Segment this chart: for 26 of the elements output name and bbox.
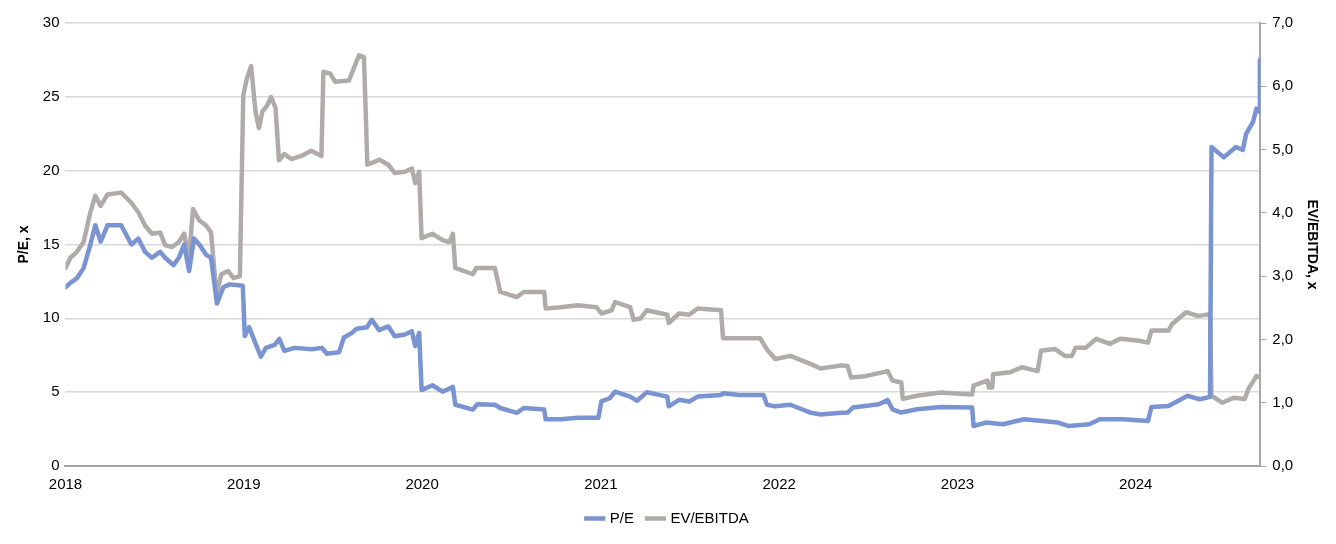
y2-tick-label: 6,0 xyxy=(1272,76,1294,94)
x-tick-label: 2021 xyxy=(584,475,618,493)
legend-label: EV/EBITDA xyxy=(670,508,749,526)
y2-tick-label: 7,0 xyxy=(1272,13,1294,31)
x-tick-label: 2024 xyxy=(1119,475,1153,493)
y2-tick-label: 3,0 xyxy=(1272,266,1294,284)
y2-axis-title: EV/EBITDA, x xyxy=(1304,199,1321,290)
y2-tick-label: 0,0 xyxy=(1272,456,1294,474)
y2-tick-label: 1,0 xyxy=(1272,392,1294,410)
y-tick-label: 0 xyxy=(51,456,60,474)
y-tick-label: 15 xyxy=(42,234,60,252)
legend-label: P/E xyxy=(609,508,634,526)
y2-tick-label: 5,0 xyxy=(1272,139,1294,157)
y-tick-label: 20 xyxy=(42,160,60,178)
y-axis-title: P/E, x xyxy=(15,225,32,264)
x-tick-label: 2019 xyxy=(227,475,261,493)
y-tick-label: 5 xyxy=(51,382,60,400)
y2-tick-label: 2,0 xyxy=(1272,329,1294,347)
y-tick-label: 25 xyxy=(42,86,60,104)
x-tick-label: 2020 xyxy=(405,475,439,493)
y2-tick-label: 4,0 xyxy=(1272,203,1294,220)
x-tick-label: 2018 xyxy=(48,475,83,493)
y-tick-label: 30 xyxy=(42,13,60,31)
x-tick-label: 2022 xyxy=(762,475,796,493)
y-tick-label: 10 xyxy=(42,308,60,326)
x-tick-label: 2023 xyxy=(940,475,975,493)
